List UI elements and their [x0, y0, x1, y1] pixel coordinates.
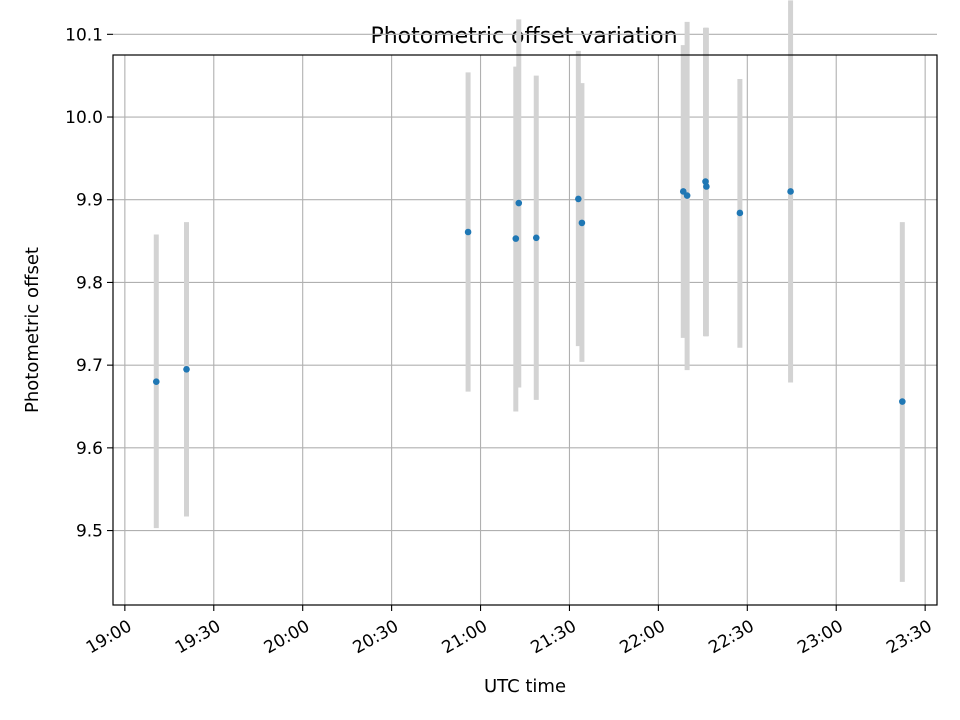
- data-point: [578, 219, 586, 227]
- y-tick-label: 9.5: [76, 522, 103, 542]
- y-tick-label: 10.1: [65, 25, 103, 45]
- grid-lines: [113, 33, 937, 605]
- y-axis-ticks: 9.5 9.6 9.7 9.8 9.9 10.0 10.1: [65, 25, 113, 542]
- chart-title: Photometric offset variation: [370, 24, 677, 49]
- data-point: [464, 228, 472, 236]
- data-point: [183, 365, 190, 373]
- data-point: [679, 188, 687, 195]
- data-point: [575, 195, 582, 203]
- data-point: [683, 192, 691, 199]
- data-points: [152, 178, 906, 405]
- data-point: [703, 183, 710, 190]
- x-axis-label: UTC time: [484, 676, 566, 697]
- data-point: [152, 378, 160, 385]
- data-point: [512, 235, 520, 242]
- y-tick-label: 9.9: [76, 191, 103, 211]
- data-point: [702, 178, 709, 185]
- data-point: [899, 398, 906, 405]
- y-tick-label: 10.0: [65, 108, 103, 128]
- y-axis-label: Photometric offset: [22, 247, 43, 413]
- data-point: [787, 188, 794, 195]
- y-tick-label: 9.7: [76, 356, 103, 376]
- data-point: [532, 234, 540, 242]
- y-tick-label: 9.6: [76, 439, 103, 459]
- data-point: [736, 209, 744, 217]
- y-tick-label: 9.8: [76, 273, 103, 293]
- data-point: [515, 199, 523, 207]
- plot-frame: [112, 54, 938, 606]
